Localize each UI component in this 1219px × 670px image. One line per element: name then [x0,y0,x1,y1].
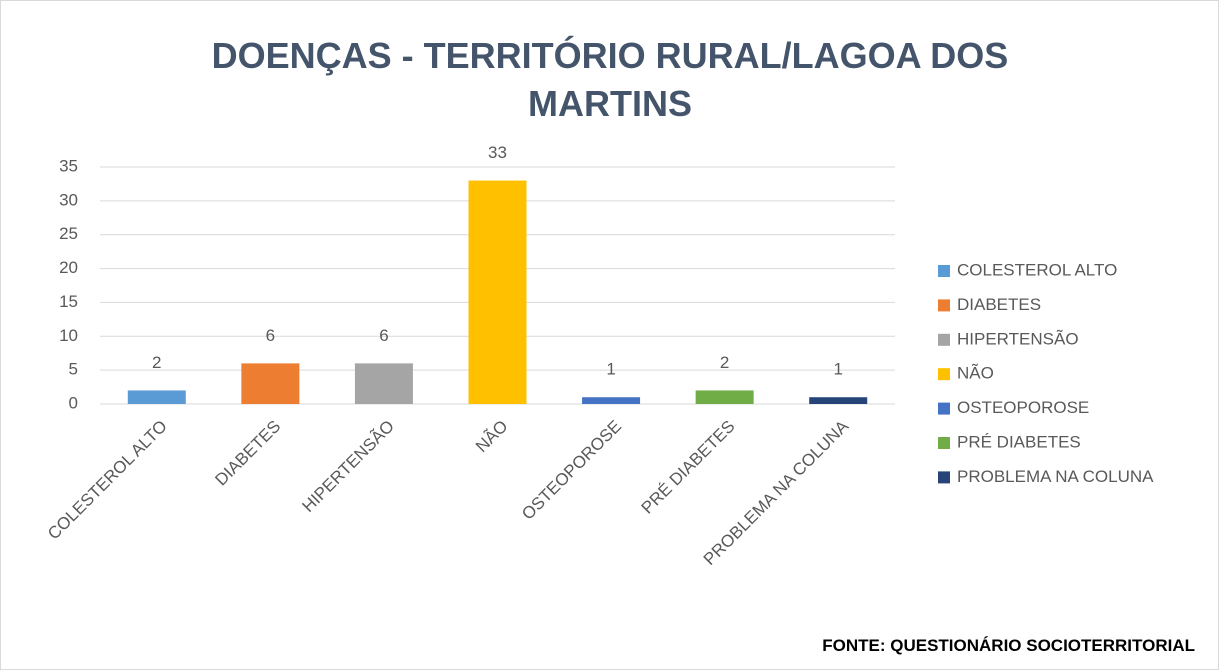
legend-label: COLESTEROL ALTO [957,260,1117,279]
bar [127,390,186,404]
data-label: 2 [720,353,729,372]
legend-label: PROBLEMA NA COLUNA [957,467,1154,486]
y-tick-label: 20 [59,258,78,277]
bar [468,180,527,404]
bar [809,397,868,404]
y-tick-label: 10 [59,326,78,345]
chart-title: DOENÇAS - TERRITÓRIO RURAL/LAGOA DOS MAR… [211,35,1009,124]
legend-swatch [938,437,950,449]
legend-label: HIPERTENSÃO [957,329,1079,348]
legend-swatch [938,402,950,415]
source-note: FONTE: QUESTIONÁRIO SOCIOTERRITORIAL [822,636,1195,655]
bar [354,363,413,404]
bar [695,390,754,404]
legend-swatch [938,471,950,484]
data-label: 1 [606,360,615,379]
legend-swatch [938,265,950,277]
legend-label: DIABETES [957,295,1041,314]
data-label: 2 [152,353,161,372]
legend-label: OSTEOPOROSE [957,398,1089,417]
bar [582,397,641,404]
y-tick-label: 30 [59,190,78,209]
legend-swatch [938,299,950,312]
y-tick-label: 0 [69,393,78,412]
data-label: 6 [266,326,275,345]
legend-swatch [938,368,950,381]
bar [241,363,300,404]
y-tick-label: 35 [59,156,78,175]
legend-swatch [938,333,950,346]
y-tick-label: 5 [69,360,78,379]
data-label: 1 [833,360,842,379]
legend-label: NÃO [957,364,994,383]
y-tick-label: 15 [59,292,78,311]
data-label: 6 [379,326,388,345]
legend-label: PRÉ DIABETES [957,432,1081,451]
data-label: 33 [488,143,507,162]
y-tick-label: 25 [59,224,78,243]
